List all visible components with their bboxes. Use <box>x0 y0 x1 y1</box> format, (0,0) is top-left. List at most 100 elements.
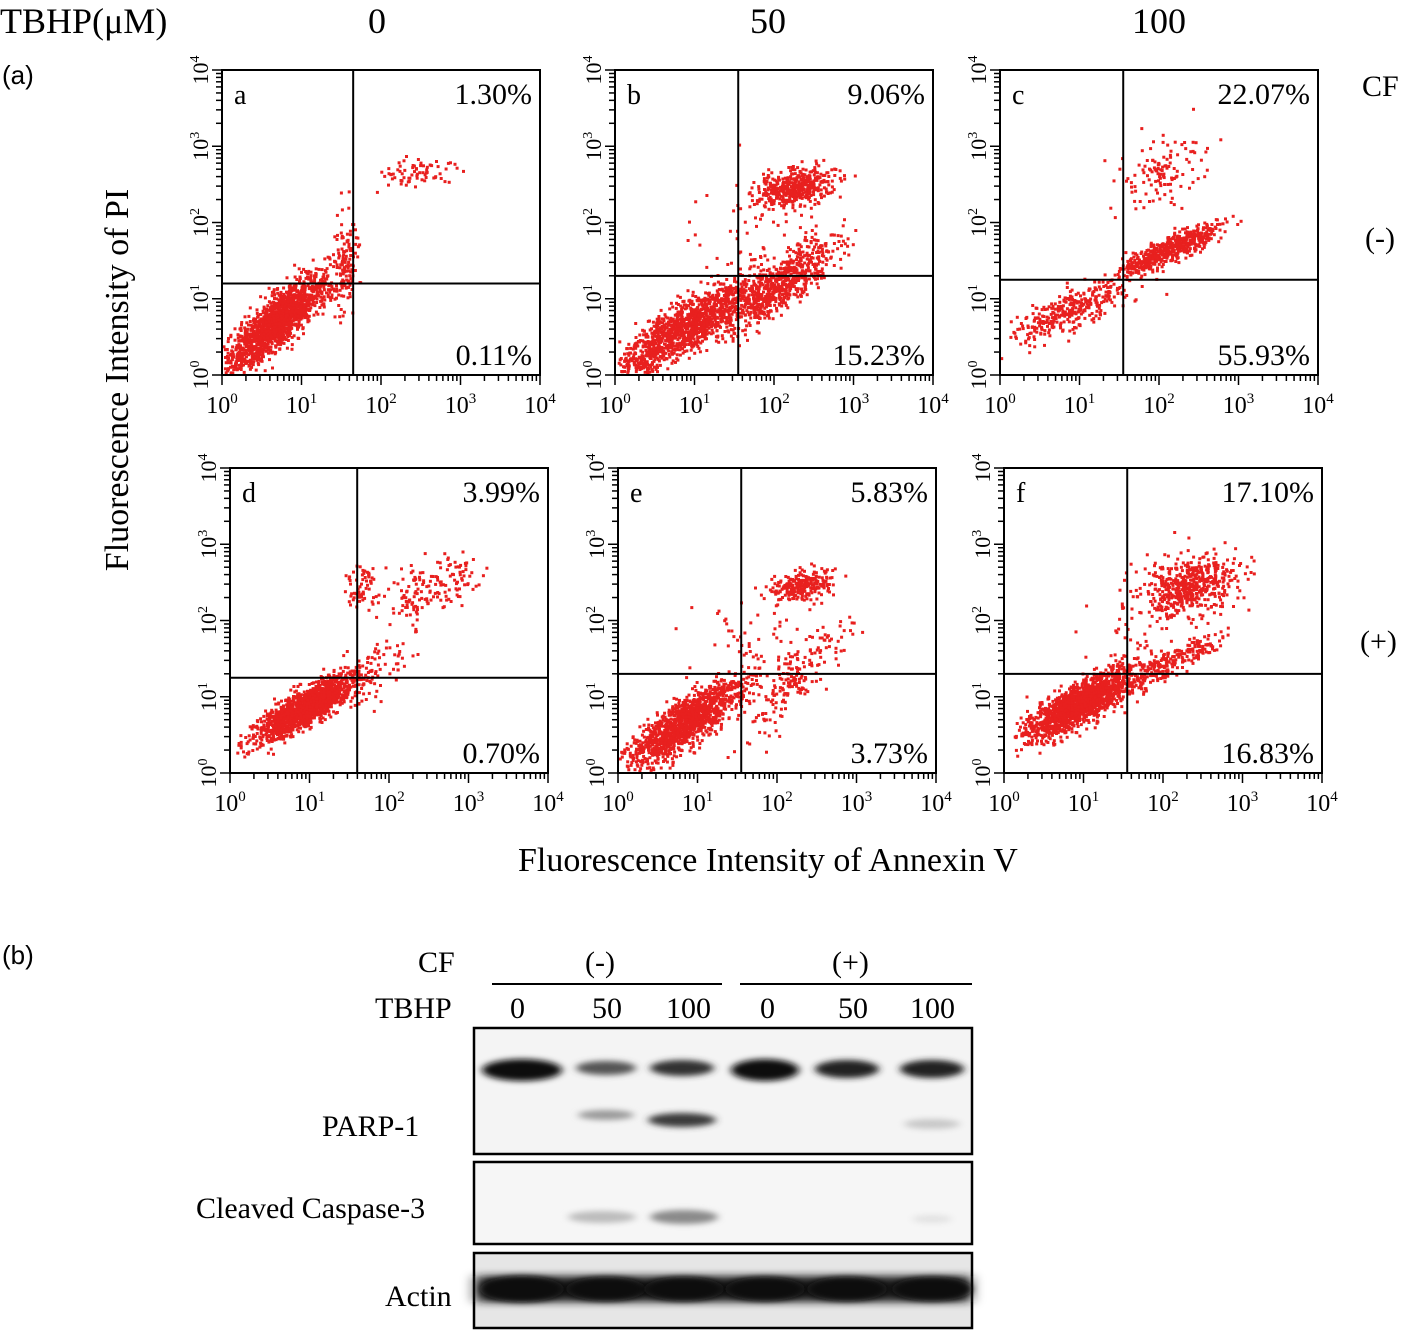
data-point <box>239 363 243 367</box>
data-point <box>248 306 252 310</box>
data-point <box>1047 328 1051 332</box>
data-point <box>623 370 627 373</box>
data-point <box>278 305 282 309</box>
data-point <box>813 271 817 275</box>
data-point <box>720 312 724 315</box>
data-point <box>785 284 788 288</box>
data-point <box>402 159 406 163</box>
data-point <box>260 349 264 353</box>
data-point <box>754 283 758 287</box>
data-point <box>1025 315 1029 319</box>
data-point <box>629 351 633 355</box>
data-point <box>232 368 236 372</box>
data-point <box>244 352 248 355</box>
data-point <box>671 359 675 363</box>
data-point <box>1064 300 1068 304</box>
data-point <box>308 294 312 297</box>
data-point <box>245 341 249 345</box>
data-point <box>239 368 243 371</box>
data-point <box>1052 319 1056 323</box>
data-point <box>676 322 680 326</box>
data-point <box>236 359 240 362</box>
data-point <box>280 316 284 320</box>
data-point <box>252 360 256 364</box>
data-point <box>1174 260 1178 263</box>
data-point <box>327 284 331 288</box>
data-point <box>800 160 804 164</box>
data-point <box>768 181 772 185</box>
data-point <box>792 265 796 269</box>
data-point <box>668 355 672 359</box>
data-point <box>317 267 321 271</box>
data-point <box>251 324 255 328</box>
data-point <box>257 347 260 351</box>
data-point <box>285 346 289 350</box>
data-point <box>342 266 346 270</box>
data-point <box>272 288 276 292</box>
data-point <box>303 291 306 295</box>
data-point <box>415 176 419 180</box>
data-point <box>804 180 808 184</box>
data-point <box>752 279 756 283</box>
data-point <box>682 319 686 323</box>
data-point <box>322 285 326 289</box>
data-point <box>439 177 443 180</box>
data-point <box>801 167 805 171</box>
data-point <box>706 292 710 296</box>
data-point <box>784 212 788 216</box>
data-point <box>273 325 276 329</box>
band-label-actin: Actin <box>385 1280 452 1313</box>
data-point <box>275 297 279 301</box>
data-point <box>640 359 644 363</box>
data-point <box>244 361 248 365</box>
data-point <box>266 314 270 318</box>
data-point <box>308 302 312 306</box>
data-point <box>750 306 754 310</box>
data-point <box>249 351 253 355</box>
data-point <box>315 301 319 304</box>
lane-label: 100 <box>910 992 955 1025</box>
data-point <box>1062 320 1066 324</box>
data-point <box>347 190 351 194</box>
lane-label: 50 <box>592 992 622 1025</box>
data-point <box>1092 290 1096 293</box>
data-point <box>783 176 787 180</box>
data-point <box>625 364 629 367</box>
data-point <box>262 307 266 311</box>
data-point <box>819 188 823 192</box>
data-point <box>229 361 233 365</box>
data-point <box>813 245 817 249</box>
data-point <box>1026 326 1030 329</box>
y-tick-label: 104 <box>581 56 606 85</box>
data-point <box>759 255 762 258</box>
data-point <box>756 308 760 312</box>
data-point <box>390 177 394 181</box>
data-point <box>274 351 278 354</box>
data-point <box>819 192 823 196</box>
data-point <box>297 296 300 300</box>
data-point <box>777 277 781 281</box>
data-point <box>1068 290 1072 294</box>
data-point <box>769 287 773 291</box>
data-point <box>779 194 783 198</box>
data-point <box>648 370 652 374</box>
data-point <box>782 206 786 210</box>
data-point <box>264 349 268 353</box>
data-point <box>240 335 244 339</box>
lane-label: 100 <box>666 992 711 1025</box>
data-point <box>313 280 317 283</box>
data-point <box>224 361 228 365</box>
data-point <box>405 155 408 158</box>
data-point <box>705 329 708 333</box>
data-point <box>256 353 260 357</box>
data-point <box>625 347 629 351</box>
data-point <box>741 329 745 333</box>
data-point <box>706 282 710 286</box>
data-point <box>635 367 639 371</box>
data-point <box>683 307 687 311</box>
data-point <box>233 338 237 342</box>
data-point <box>650 361 654 365</box>
data-point <box>827 175 831 178</box>
data-point <box>785 250 789 254</box>
data-point <box>295 309 299 313</box>
